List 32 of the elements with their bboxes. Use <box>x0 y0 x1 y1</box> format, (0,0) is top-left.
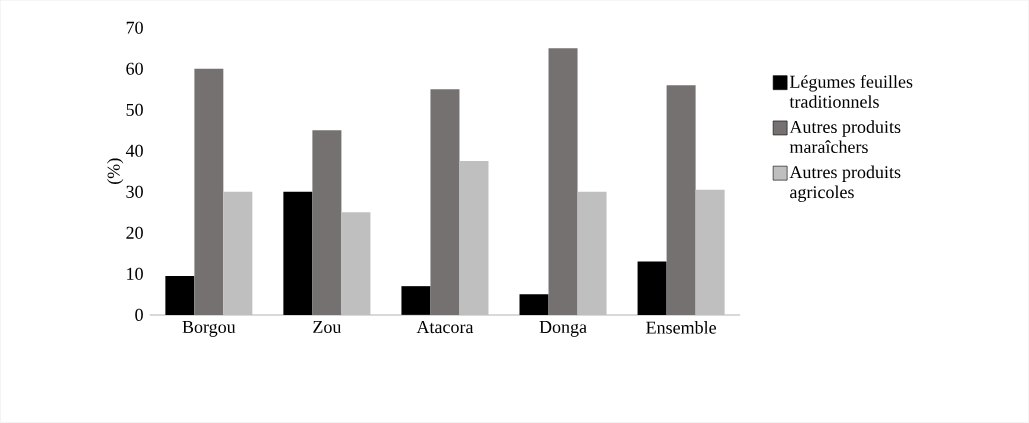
y-tick-label: 50 <box>126 103 143 117</box>
y-tick-label: 0 <box>135 308 143 322</box>
x-tick-label: Ensemble <box>646 321 716 334</box>
bar <box>223 191 253 316</box>
y-tick-label: 20 <box>126 226 143 240</box>
bar <box>637 261 667 316</box>
bar <box>312 130 342 316</box>
bar <box>459 161 489 316</box>
bar <box>283 191 313 316</box>
y-tick-label: 10 <box>127 267 143 281</box>
y-tick-label: 70 <box>126 21 143 34</box>
x-tick-label: Atacora <box>416 321 474 334</box>
y-tick-label: 60 <box>126 62 143 75</box>
y-axis-title: (%) <box>107 158 124 185</box>
bar <box>666 85 696 316</box>
y-tick-label: 30 <box>126 185 143 199</box>
legend-label: Autres produits agricoles <box>789 165 901 203</box>
bar <box>577 191 607 316</box>
bar <box>341 212 371 316</box>
bar <box>165 276 195 316</box>
legend-label: Légumes feuilles traditionnels <box>789 75 913 109</box>
bar <box>695 189 725 316</box>
legend-label: Autres produits maraîchers <box>789 120 901 154</box>
x-tick-label: Zou <box>313 321 342 334</box>
bar <box>548 48 578 316</box>
bar <box>401 286 431 316</box>
bar <box>194 68 224 316</box>
x-tick-label: Borgou <box>182 321 236 337</box>
y-tick-label: 40 <box>125 144 143 158</box>
bar <box>519 294 549 316</box>
x-tick-label: Donga <box>539 321 587 337</box>
bar <box>430 89 460 316</box>
